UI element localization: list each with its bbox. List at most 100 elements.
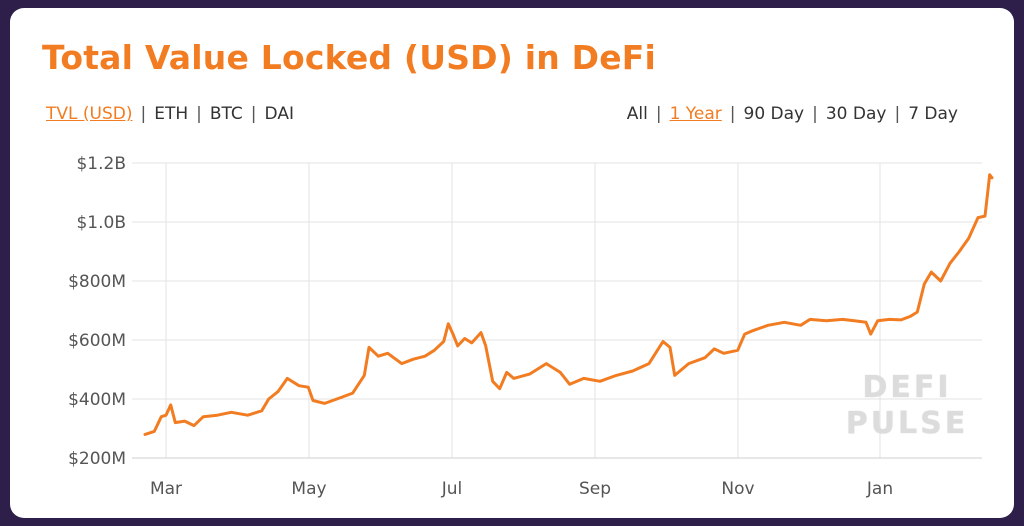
data-point	[277, 390, 279, 393]
range-separator: |	[655, 104, 662, 124]
data-point	[447, 322, 450, 325]
x-tick-label: May	[291, 479, 326, 499]
data-point	[484, 345, 487, 347]
range-1-year[interactable]: 1 Year	[669, 104, 722, 124]
data-point	[286, 377, 289, 380]
chart-card: Total Value Locked (USD) in DeFi TVL (US…	[10, 8, 1014, 518]
data-point	[323, 402, 326, 405]
range-separator: |	[729, 104, 736, 124]
data-point	[673, 374, 676, 377]
data-point	[958, 250, 961, 253]
data-point	[442, 340, 445, 343]
data-point	[377, 355, 380, 358]
range-30-day[interactable]: 30 Day	[825, 104, 887, 124]
x-tick-label: Jul	[441, 479, 463, 499]
data-point	[853, 319, 856, 322]
data-point	[267, 398, 270, 400]
data-point	[498, 387, 501, 390]
data-point	[736, 349, 739, 352]
data-point	[491, 380, 494, 383]
data-point	[260, 409, 263, 412]
tab-btc[interactable]: BTC	[209, 104, 243, 124]
data-point	[750, 330, 753, 332]
data-point	[722, 352, 725, 355]
data-point	[967, 237, 970, 240]
data-point	[783, 321, 786, 324]
data-point	[615, 374, 618, 377]
data-point	[169, 404, 172, 406]
defi-pulse-watermark: DEFI PULSE	[840, 370, 974, 442]
data-point	[841, 318, 844, 321]
data-point	[298, 384, 300, 387]
data-point	[669, 346, 671, 349]
data-point	[452, 333, 454, 335]
x-tick-label: Jan	[866, 479, 893, 499]
tab-eth[interactable]: ETH	[154, 104, 189, 124]
data-point	[923, 283, 926, 285]
data-point	[433, 349, 436, 352]
y-tick-label: $800M	[68, 272, 126, 292]
watermark-line2: PULSE	[845, 406, 969, 441]
metric-tabs: TVL (USD) | ETH | BTC | DAI	[46, 104, 294, 124]
tab-tvl-usd[interactable]: TVL (USD)	[46, 104, 133, 124]
data-point	[582, 377, 585, 380]
data-point	[386, 352, 389, 355]
tab-separator: |	[250, 104, 257, 124]
data-point	[505, 371, 508, 374]
data-point	[662, 340, 664, 343]
range-all[interactable]: All	[626, 104, 648, 124]
data-point	[939, 280, 942, 282]
tab-separator: |	[140, 104, 147, 124]
data-point	[424, 355, 426, 358]
data-point	[930, 271, 933, 273]
range-tabs: All | 1 Year | 90 Day | 30 Day | 7 Day	[627, 104, 958, 124]
data-point	[463, 337, 466, 340]
data-point	[825, 319, 828, 322]
data-point	[400, 362, 403, 365]
data-point	[988, 173, 991, 176]
data-point	[909, 315, 912, 318]
data-point	[312, 399, 314, 402]
data-point	[202, 415, 205, 418]
x-tick-label: Nov	[721, 479, 754, 499]
x-tick-label: Sep	[579, 479, 611, 499]
data-point	[984, 215, 986, 218]
y-tick-label: $1.2B	[76, 154, 126, 174]
data-point	[568, 383, 571, 386]
data-point	[704, 356, 706, 359]
data-point	[949, 262, 951, 265]
data-point	[230, 411, 233, 414]
data-point	[529, 373, 531, 375]
data-point	[743, 333, 746, 335]
data-point	[545, 362, 548, 365]
data-point	[977, 216, 979, 219]
data-point	[767, 324, 769, 327]
data-point	[368, 346, 370, 349]
data-point	[193, 424, 195, 427]
data-point	[687, 362, 690, 365]
range-7-day[interactable]: 7 Day	[908, 104, 958, 124]
y-tick-label: $600M	[68, 331, 126, 351]
tab-separator: |	[196, 104, 202, 124]
data-point	[648, 362, 650, 365]
data-point	[599, 380, 601, 383]
data-point	[144, 433, 146, 436]
data-point	[512, 377, 515, 380]
data-point	[216, 414, 219, 417]
data-point	[559, 371, 562, 374]
y-tick-label: $200M	[68, 449, 126, 469]
y-tick-label: $400M	[68, 390, 126, 410]
data-point	[713, 348, 716, 350]
data-point	[480, 331, 482, 334]
data-point	[412, 358, 415, 361]
data-point	[916, 311, 919, 313]
data-point	[876, 319, 879, 322]
data-point	[183, 420, 186, 422]
data-point	[351, 392, 354, 394]
tab-dai[interactable]: DAI	[264, 104, 294, 124]
data-point	[869, 333, 872, 335]
range-90-day[interactable]: 90 Day	[743, 104, 805, 124]
y-tick-label: $1.0B	[76, 213, 126, 233]
data-point	[456, 345, 459, 347]
